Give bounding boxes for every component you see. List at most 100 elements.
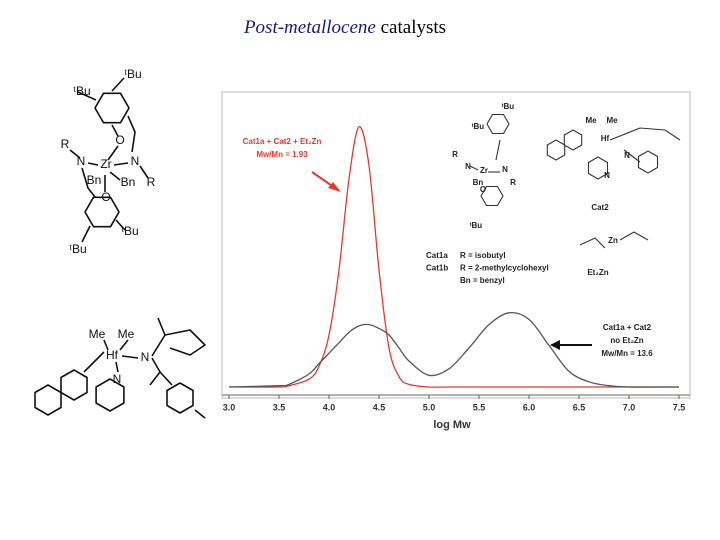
atom-label: Me <box>118 327 135 341</box>
inset-label: N <box>624 151 630 160</box>
inset-label: R <box>452 150 458 159</box>
bond <box>77 91 97 101</box>
inset-legend-text: R = isobutyl <box>460 251 506 260</box>
atom-label: ᵗBu <box>73 84 90 98</box>
inset-label: Zr <box>480 166 488 175</box>
ring <box>546 139 566 161</box>
bond <box>623 149 641 163</box>
bond <box>115 361 119 373</box>
ring <box>480 185 504 207</box>
inset-legend-key: Cat1a <box>426 251 448 260</box>
bond <box>107 145 119 161</box>
inset-label: N <box>502 165 508 174</box>
ring <box>84 196 120 228</box>
inset-legend-text: R = 2-methylcyclohexyl <box>460 264 549 273</box>
bond <box>113 162 129 166</box>
atom-label: R <box>61 137 70 151</box>
atom-label: N <box>131 154 140 168</box>
x-tick-label: 5.5 <box>473 402 486 412</box>
x-tick-label: 5.0 <box>423 402 436 412</box>
atom-label: Bn <box>121 175 136 189</box>
bond <box>87 162 99 166</box>
bond <box>81 167 96 198</box>
bond <box>103 339 109 351</box>
atom-label: O <box>101 190 110 204</box>
bond <box>109 171 121 181</box>
bond <box>495 139 501 161</box>
annotation: Cat1a + Cat2 + Et₂Zn <box>243 137 322 146</box>
inset-label: Bn <box>473 178 484 187</box>
bond <box>115 219 126 231</box>
x-tick-label: 3.0 <box>223 402 236 412</box>
x-tick-label: 7.5 <box>673 402 686 412</box>
inset-label: Hf <box>601 134 610 143</box>
annotation: no Et₂Zn <box>610 336 643 345</box>
atom-label: ᵗBu <box>69 242 86 256</box>
atom-label: N <box>113 372 122 386</box>
atom-label: R <box>147 175 156 189</box>
atom-label: N <box>77 154 86 168</box>
bond <box>111 77 125 92</box>
x-tick-label: 6.5 <box>573 402 586 412</box>
atom-label: N <box>141 350 150 364</box>
x-tick-label: 4.5 <box>373 402 386 412</box>
ring <box>60 369 88 401</box>
bond <box>83 351 105 373</box>
atom-label: Me <box>89 327 106 341</box>
atom-label: Bn <box>87 173 102 187</box>
arrow-head <box>550 340 560 350</box>
atom-label: Zr <box>100 157 111 171</box>
bond <box>149 357 161 386</box>
title-rest: catalysts <box>381 17 446 38</box>
x-tick-label: 3.5 <box>273 402 286 412</box>
x-tick-label: 4.0 <box>323 402 336 412</box>
atom-label: ᵗBu <box>124 67 141 81</box>
bond <box>111 124 119 137</box>
bond <box>127 115 136 153</box>
bond <box>69 149 81 159</box>
data-line <box>228 311 680 388</box>
bond <box>579 237 606 249</box>
x-axis-label: log Mw <box>433 419 471 431</box>
inset-label: ᵗBu <box>502 102 515 111</box>
x-tick-label: 7.0 <box>623 402 636 412</box>
inset-label: Zn <box>608 236 618 245</box>
inset-label: Me <box>606 116 618 125</box>
ring <box>34 384 62 416</box>
bond <box>609 127 681 141</box>
inset-label: Me <box>585 116 597 125</box>
annotation: Mw/Mn = 13.6 <box>601 349 653 358</box>
bond <box>159 371 173 386</box>
inset-label: ᵗBu <box>470 221 483 230</box>
inset-label: R <box>510 178 516 187</box>
ring <box>166 382 194 414</box>
inset-label: ᵗBu <box>472 122 485 131</box>
bond <box>157 317 166 336</box>
bond <box>121 355 139 359</box>
plot-frame <box>221 91 691 399</box>
inset-label: Cat2 <box>591 203 609 212</box>
arrow-head <box>328 182 341 192</box>
ring <box>94 92 130 124</box>
atom-label: O <box>115 133 124 147</box>
atom-label: Hf <box>106 348 119 362</box>
inset-label: N <box>604 171 610 180</box>
atom-label: ᵗBu <box>121 224 138 238</box>
slide-title: Post-metallocene catalysts <box>243 17 446 38</box>
x-tick-label: 6.0 <box>523 402 536 412</box>
bond <box>619 231 649 241</box>
annotation: Cat1a + Cat2 <box>603 323 652 332</box>
inset-label: O <box>480 185 486 194</box>
title-italic: Post-metallocene <box>243 17 376 38</box>
ring <box>637 150 659 174</box>
bond <box>194 409 206 419</box>
data-line <box>228 126 679 388</box>
structure-drawings <box>34 77 681 419</box>
bond <box>469 165 479 171</box>
inset-label: N <box>465 162 471 171</box>
bond <box>119 339 129 351</box>
inset-label: Et₂Zn <box>587 268 608 277</box>
bond <box>151 329 206 357</box>
